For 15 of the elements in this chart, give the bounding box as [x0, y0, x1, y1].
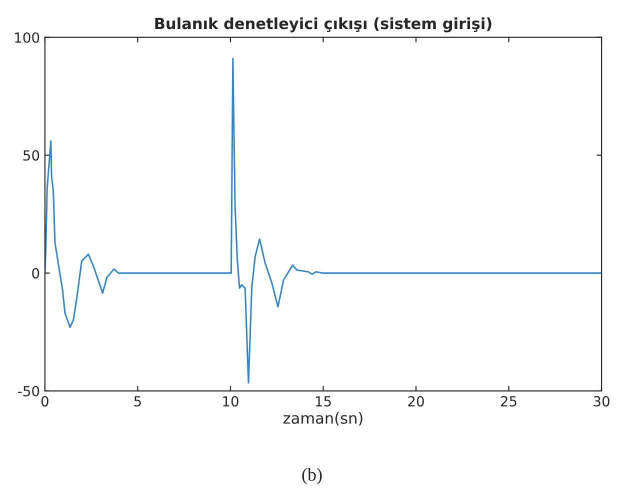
x-tick-label: 15	[316, 396, 331, 407]
y-tick-label: 50	[23, 150, 40, 161]
y-tick-label: -50	[18, 386, 40, 396]
text: (b)	[302, 468, 322, 484]
y-tick-label: 100	[15, 32, 40, 43]
x-tick-label: 0	[41, 396, 48, 407]
chart-title: Bulanık denetleyici çıkışı (sistem girişi)	[155, 17, 492, 32]
x-tick-label: 30	[594, 396, 610, 407]
y-tick-label: 0	[32, 268, 40, 279]
x-tick-label: 5	[134, 396, 141, 407]
x-axis-title: zaman(sn)	[283, 412, 362, 426]
x-tick-label: 20	[408, 396, 424, 407]
x-tick-label: 25	[500, 396, 516, 407]
x-tick-label: 10	[223, 396, 238, 407]
line-series	[44, 58, 602, 384]
